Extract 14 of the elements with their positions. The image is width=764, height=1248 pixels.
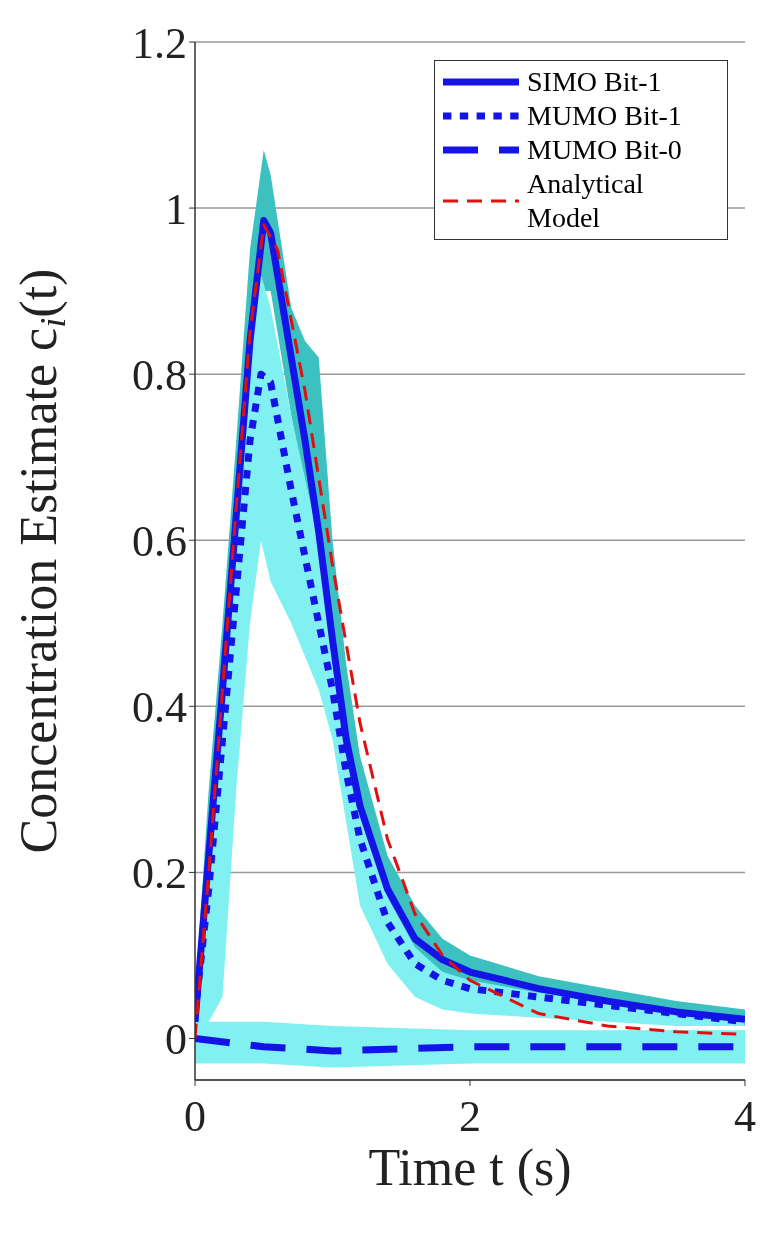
legend-label: MUMO Bit-0: [527, 133, 683, 167]
y-tick-label: 1: [165, 184, 187, 234]
y-tick-label: 0.4: [132, 682, 187, 732]
y-tick-label: 0: [165, 1015, 187, 1065]
legend-label: SIMO Bit-1: [527, 65, 663, 99]
y-tick-label: 0.8: [132, 350, 187, 400]
legend-label: MUMO Bit-1: [527, 99, 683, 133]
x-tick-label: 4: [734, 1092, 756, 1142]
y-tick-label: 0.2: [132, 849, 187, 899]
legend-label: Analytical Model: [527, 167, 645, 235]
y-tick-label: 1.2: [132, 18, 187, 68]
x-tick-label: 2: [459, 1092, 481, 1142]
x-axis-title: Time t (s): [368, 1139, 572, 1197]
y-tick-label: 0.6: [132, 516, 187, 566]
